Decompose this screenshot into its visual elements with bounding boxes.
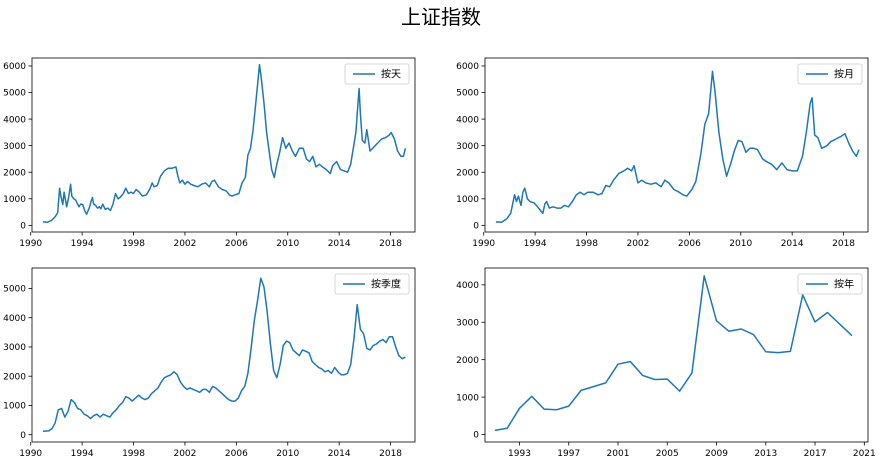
subplot-1: 1990 1994 1998 2002 2006 2010 2014 2018 0 1000 200… [3,57,416,249]
series-line [42,277,406,432]
x-tick-label: 2010 [276,449,299,459]
y-tick-label: 3000 [456,142,479,152]
x-tick-label: 2002 [173,239,196,249]
legend-label: 按月 [834,68,854,81]
y-tick-label: 2000 [3,168,26,178]
y-tick-label: 2000 [456,356,479,366]
legend-box [344,63,410,85]
y-tick-label: 4000 [456,281,479,291]
axes-frame [31,57,416,233]
axes-frame [484,57,869,233]
y-tick-label: 1000 [456,195,479,205]
subplot-3: 1990 1994 1998 2002 2006 2010 2014 2018 0 1000 200… [3,267,416,459]
y-tick-label: 1000 [456,393,479,403]
y-tick-label: 5000 [456,89,479,99]
y-tick-label: 2000 [3,372,26,382]
y-tick-label: 3000 [3,142,26,152]
legend-label: 按年 [834,278,854,291]
y-tick-label: 5000 [3,89,26,99]
x-tick-label: 2018 [379,449,402,459]
y-tick-label: 2000 [456,168,479,178]
x-tick-label: 2018 [832,239,855,249]
legend-box [797,63,863,85]
x-tick-label: 1998 [122,449,145,459]
x-tick-label: 2010 [276,239,299,249]
x-tick-label: 2014 [328,239,351,249]
x-tick-label: 2005 [656,449,679,459]
legend-label: 按天 [381,68,401,81]
y-tick-label: 6000 [3,62,26,72]
y-tick-label: 6000 [456,62,479,72]
x-tick-label: 2013 [754,449,777,459]
y-tick-label: 3000 [456,318,479,328]
y-tick-label: 0 [473,222,479,232]
x-tick-label: 2002 [626,239,649,249]
legend-box [334,273,410,295]
y-tick-label: 1000 [3,402,26,412]
series-line [495,70,860,223]
series-line [42,63,407,223]
legend: 按月 [797,63,863,85]
figure-title: 上证指数 [401,5,481,29]
x-tick-label: 2006 [678,239,701,249]
x-tick-label: 1994 [71,449,94,459]
y-tick-label: 5000 [3,285,26,295]
x-tick-label: 2001 [607,449,630,459]
y-tick-label: 4000 [3,115,26,125]
x-tick-label: 1990 [19,449,42,459]
legend: 按天 [344,63,410,85]
x-tick-label: 2018 [379,239,402,249]
subplot-2: 1990 1994 1998 2002 2006 2010 2014 2018 0 1000 200… [456,57,869,249]
legend: 按年 [797,273,863,295]
legend: 按季度 [334,273,410,295]
x-tick-label: 1990 [19,239,42,249]
x-tick-label: 2017 [804,449,827,459]
x-tick-label: 1990 [472,239,495,249]
x-tick-label: 2006 [225,239,248,249]
x-tick-label: 1997 [557,449,580,459]
x-tick-label: 2021 [853,449,876,459]
y-tick-label: 4000 [456,115,479,125]
axes-frame [31,267,416,443]
y-tick-label: 0 [20,222,26,232]
series-line [494,275,853,432]
subplot-4: 1993 1997 2001 2005 2009 2013 2017 2021 0 1000 200… [456,267,876,459]
x-tick-label: 1993 [508,449,531,459]
legend-label: 按季度 [371,278,401,291]
axes-frame [484,267,869,443]
y-tick-label: 0 [20,431,26,441]
x-tick-label: 2002 [173,449,196,459]
y-tick-label: 0 [473,431,479,441]
x-tick-label: 2010 [729,239,752,249]
y-tick-label: 4000 [3,314,26,324]
x-tick-label: 1998 [122,239,145,249]
y-tick-label: 3000 [3,343,26,353]
x-tick-label: 1994 [524,239,547,249]
x-tick-label: 2014 [781,239,804,249]
x-tick-label: 1998 [575,239,598,249]
x-tick-label: 1994 [71,239,94,249]
y-tick-label: 1000 [3,195,26,205]
x-tick-label: 2009 [705,449,728,459]
x-tick-label: 2014 [328,449,351,459]
legend-box [797,273,863,295]
x-tick-label: 2006 [225,449,248,459]
